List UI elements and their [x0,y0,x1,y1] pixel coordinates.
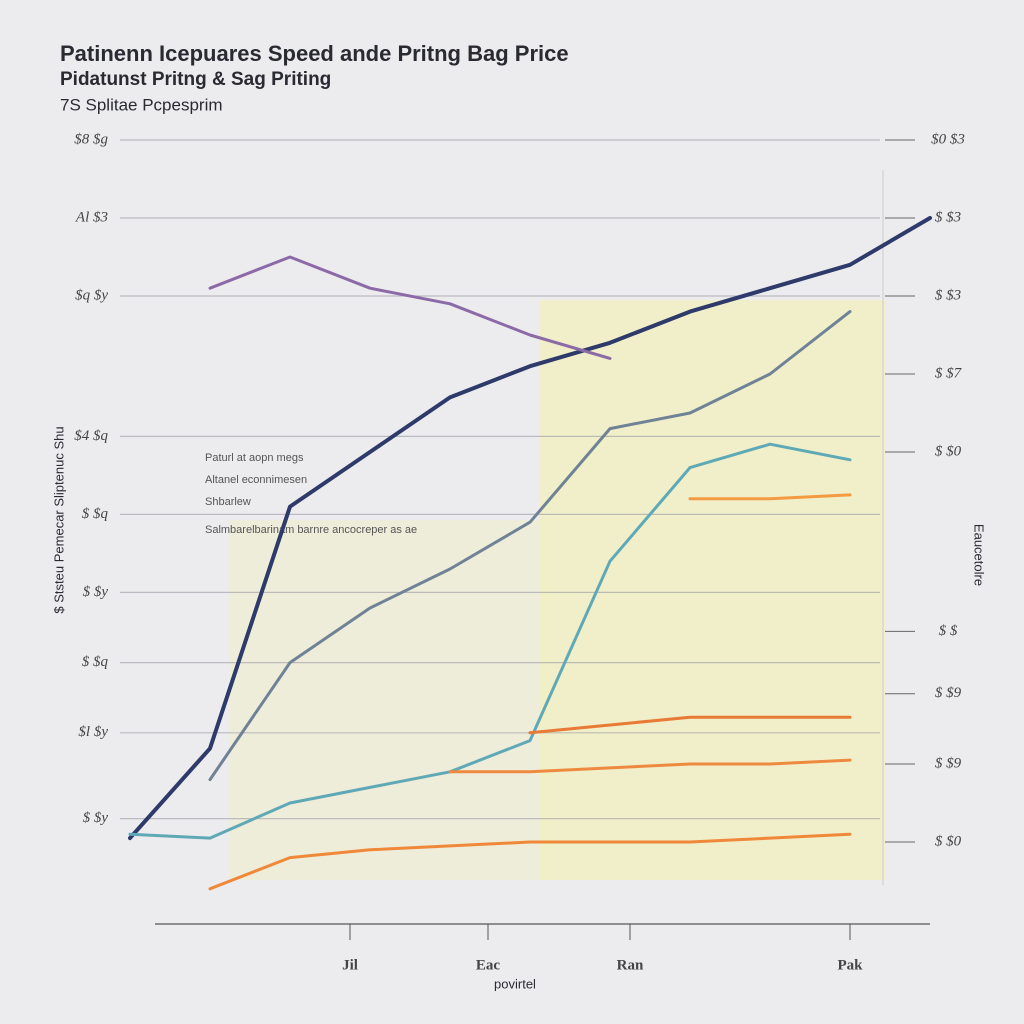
chart-title: Patinenn Icepuares Speed ande Pritng Bag… [60,41,569,66]
y2-tick-label: $ $7 [935,365,963,381]
y2-tick-label: $ $9 [935,755,962,771]
series-line [208,832,852,891]
x-tick-label: Jil [342,957,358,973]
annotation: Altanel econnimesen [205,474,307,486]
series-line [128,216,932,841]
series-line [128,442,852,840]
series-line [688,493,852,501]
y-tick-label: $4 $q [74,428,108,444]
y2-axis-title: Eaucetolre [972,524,987,586]
y-tick-label: $ $q [82,654,109,670]
y-tick-label: $q $y [75,287,108,303]
annotation: Shbarlew [205,496,251,508]
y2-tick-label: $ $0 [935,833,962,849]
y-tick-label: $8 $g [74,131,108,147]
chart-caption: 7S Splitae Pcpesprim [60,95,223,114]
series-line [208,310,852,782]
y2-tick-label: $ $3 [935,209,961,225]
annotation: Paturl at aopn megs [205,452,304,464]
chart-subtitle: Pidatunst Pritng & Sag Priting [60,69,331,90]
y2-tick-label: $ $ [939,623,958,639]
y2-tick-label: $0 $3 [931,131,965,147]
x-tick-label: Pak [837,957,863,973]
y2-tick-label: $ $9 [935,685,962,701]
x-tick-label: Ran [617,957,644,973]
x-axis-title: povirtel [494,976,536,991]
x-tick-label: Eac [476,957,501,973]
y-tick-label: Al $3 [75,209,108,225]
series-line [208,255,612,360]
y-tick-label: $l $y [78,724,108,740]
y-tick-label: $ $y [83,584,109,600]
y-axis-title: $ Ststeu Pemecar Sliptenuc Shu [51,426,66,613]
y2-tick-label: $ $0 [935,443,962,459]
series-line [448,758,852,774]
series-line [528,715,852,735]
y-tick-label: $ $y [83,810,109,826]
highlight-area [540,300,885,880]
y-tick-label: $ $q [82,506,109,522]
y2-tick-label: $ $3 [935,287,961,303]
highlight-area [230,520,550,880]
annotation: Salmbarelbarinam barnre ancocreper as ae [205,524,417,536]
